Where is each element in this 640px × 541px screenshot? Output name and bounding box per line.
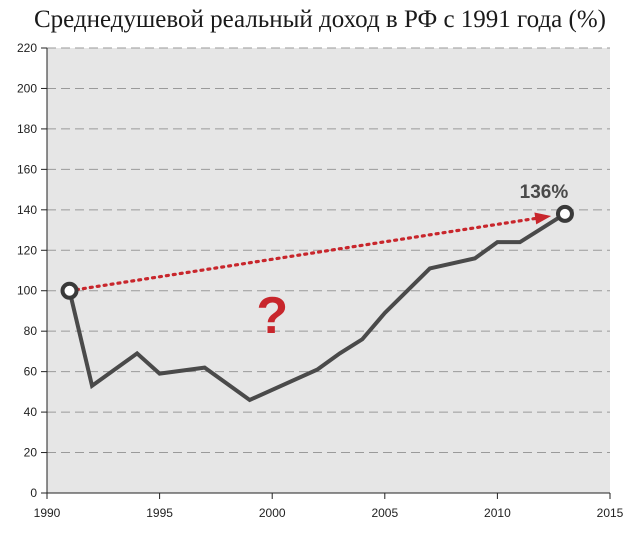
y-tick-label: 60 (24, 365, 38, 379)
trend-line-layer (67, 212, 552, 293)
y-tick-label: 20 (24, 446, 38, 460)
x-tick-label: 2010 (484, 506, 511, 520)
end-point-marker (555, 204, 574, 223)
x-tick-label: 2015 (597, 506, 624, 520)
plot-background (47, 48, 610, 493)
y-tick-label: 200 (17, 81, 37, 95)
y-tick-label: 140 (17, 203, 37, 217)
grid-lines (47, 47, 610, 454)
trend-line (67, 216, 537, 293)
y-tick-label: 220 (17, 41, 37, 55)
axes: 0 20 40 60 80 100 120 140 160 180 200 220 1990 1995 20… (17, 41, 624, 520)
start-point-marker (60, 281, 79, 300)
series-layer (60, 204, 574, 403)
y-tick-label: 120 (17, 243, 37, 257)
y-tick-label: 40 (24, 405, 38, 419)
y-tick-label: 160 (17, 162, 37, 176)
x-tick-label: 2000 (259, 506, 286, 520)
chart-title: Среднедушевой реальный доход в РФ с 1991… (33, 6, 606, 33)
value-label-136: 136% (520, 182, 569, 203)
x-tick-label: 1995 (146, 506, 173, 520)
trend-arrowhead (534, 212, 552, 225)
series-line (67, 212, 567, 403)
x-tick-label: 2005 (371, 506, 398, 520)
annotations: 136%? (256, 182, 568, 345)
y-tick-label: 0 (30, 486, 37, 500)
x-tick-label: 1990 (34, 506, 61, 520)
y-tick-label: 80 (24, 324, 38, 338)
question-mark: ? (256, 287, 288, 345)
y-tick-label: 180 (17, 122, 37, 136)
y-tick-label: 100 (17, 284, 37, 298)
